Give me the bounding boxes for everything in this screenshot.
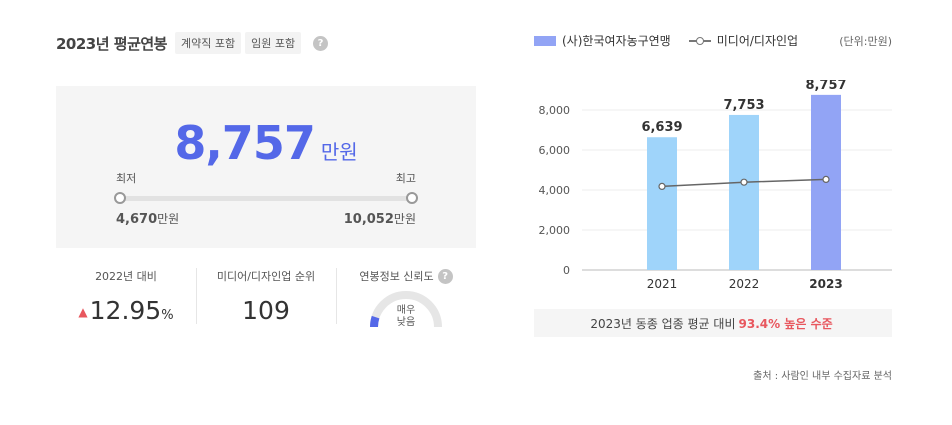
line-point [740,178,748,186]
yoy-stat: 2022년 대비 ▲12.95% [56,268,196,325]
rank-label: 미디어/디자인업 순위 [216,270,316,283]
y-tick-label: 6,000 [539,144,571,157]
legend-industry: 미디어/디자인업 [716,34,799,48]
legend-bar-swatch [534,35,556,46]
reliability-gauge: 매우 낮음 [370,291,442,328]
reliability-label: 연봉정보 신뢰도 [359,270,434,283]
salary-chart: 0 2,000 4,000 6,000 8,000 6,639 2021 7,753 2022 8… [539,80,892,291]
min-salary: 4,670만원 [116,210,179,227]
bar [647,137,677,270]
y-tick-label: 8,000 [539,104,571,117]
average-salary-panel: 8,757 만원 최저 최고 4,670만원 10,052만원 [56,86,476,248]
max-salary: 10,052만원 [344,210,416,227]
gauge-text-2: 낮음 [397,316,415,328]
min-salary-unit: 만원 [157,212,180,226]
gauge-text-1: 매우 [397,304,415,316]
range-max-knob [406,192,418,204]
chart-legend: (사)한국여자농구연맹 미디어/디자인업 [534,32,798,49]
x-tick-label: 2021 [647,277,678,291]
chip-contract: 계약직 포함 [174,32,242,54]
line-point [658,182,666,191]
industry-compare-banner: 2023년 동종 업종 평균 대비 93.4% 높은 수준 [534,309,892,337]
legend-company: (사)한국여자농구연맹 [562,34,671,48]
min-salary-value: 4,670 [116,212,158,227]
title-row: 2023년 평균연봉 계약직 포함 임원 포함 ? [56,30,329,56]
yoy-value-row: ▲12.95% [56,296,196,325]
yoy-unit: % [161,308,174,323]
yoy-value: 12.95 [89,296,162,325]
rank-stat: 미디어/디자인업 순위 109 [196,268,336,325]
y-tick-label: 4,000 [539,184,571,197]
bar-value-label: 8,757 [805,80,846,93]
bar [729,114,759,270]
chip-executive: 임원 포함 [245,32,302,54]
y-tick-label: 2,000 [539,224,571,237]
salary-range-bar [114,192,418,204]
help-icon[interactable]: ? [313,35,329,51]
page-title: 2023년 평균연봉 [56,34,167,53]
gauge-track [370,291,442,328]
bar-value-label: 6,639 [641,120,682,135]
max-salary-unit: 만원 [393,212,416,226]
reliability-label-row: 연봉정보 신뢰도? [336,268,476,284]
source-note: 출처 : 사람인 내부 수집자료 분석 [753,371,892,382]
compare-highlight: 93.4% 높은 수준 [738,316,833,331]
up-triangle-icon: ▲ [78,305,88,319]
x-tick-label: 2023 [809,277,842,291]
gauge-fill [370,315,380,328]
help-icon[interactable]: ? [437,268,453,284]
average-salary-value: 8,757 [174,116,316,170]
reliability-stat: 연봉정보 신뢰도? [336,268,476,284]
line-point [822,175,830,184]
y-tick-label: 0 [563,264,570,277]
unit-note: (단위:만원) [839,35,892,48]
average-salary: 8,757 만원 [56,116,476,170]
compare-prefix: 2023년 동종 업종 평균 대비 [590,316,736,331]
range-min-knob [114,192,126,204]
max-label: 최고 [395,172,416,185]
average-salary-unit: 만원 [320,140,358,164]
legend-line-swatch [688,36,711,46]
max-salary-value: 10,052 [343,212,394,227]
yoy-label: 2022년 대비 [95,270,157,283]
x-tick-label: 2022 [729,277,760,291]
rank-value: 109 [242,296,290,325]
stat-divider [336,268,337,324]
min-label: 최저 [116,172,137,185]
stat-divider [196,268,197,324]
bar-value-label: 7,753 [723,98,764,113]
